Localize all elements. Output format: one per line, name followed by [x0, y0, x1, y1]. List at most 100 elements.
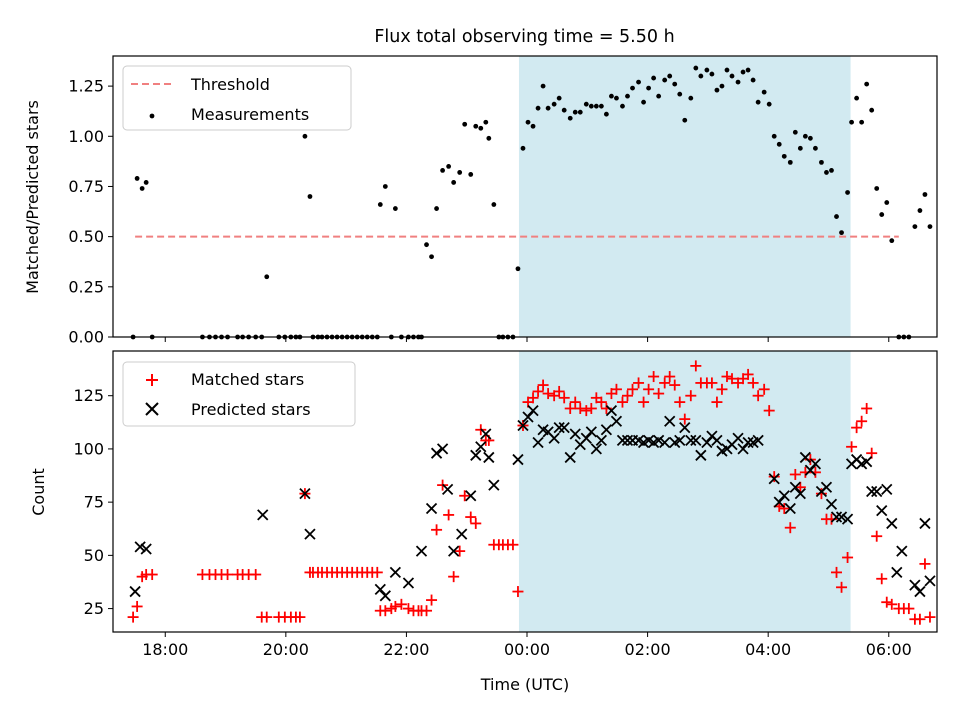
matched-star-point: [261, 611, 273, 623]
predicted-star-point: [924, 575, 936, 587]
measurement-point: [824, 170, 829, 175]
matched-star-point: [426, 594, 438, 606]
measurement-point: [859, 119, 865, 125]
matched-star-point: [621, 390, 633, 402]
matched-star-point: [690, 360, 702, 372]
y-tick-label: 75: [84, 493, 104, 512]
measurement-point: [829, 168, 834, 173]
measurement-point: [520, 145, 526, 151]
predicted-star-point: [595, 434, 608, 447]
matched-star-point: [815, 488, 827, 500]
predicted-star-point: [425, 502, 438, 515]
measurement-point: [614, 95, 619, 101]
measurement-point: [567, 115, 573, 121]
predicted-star-point: [304, 528, 316, 540]
measurement-point: [714, 87, 720, 93]
predicted-star-point: [695, 449, 707, 461]
measurement-point: [771, 133, 777, 139]
measurement-point: [845, 190, 850, 195]
measurement-point: [577, 109, 583, 115]
measurement-point: [834, 214, 839, 219]
measurement-point: [440, 168, 445, 173]
measurement-point: [646, 85, 651, 91]
measurement-point: [143, 180, 149, 185]
matched-star-point: [653, 388, 665, 400]
predicted-star-point: [569, 428, 581, 440]
predicted-star-point: [871, 485, 883, 498]
measurement-point: [761, 89, 767, 95]
measurement-point: [515, 266, 521, 272]
measurement-point: [740, 69, 746, 75]
predicted-star-point: [129, 585, 141, 598]
matched-star-point: [669, 379, 681, 391]
matched-star-point: [443, 509, 455, 521]
y-tick-label: 50: [84, 546, 104, 565]
predicted-star-point: [517, 419, 529, 432]
predicted-star-point: [679, 421, 691, 434]
matched-star-point: [861, 402, 873, 414]
matched-star-point: [784, 522, 796, 534]
measurement-point: [636, 79, 641, 85]
measurement-point: [656, 93, 662, 99]
matched-star-point: [659, 377, 671, 389]
measurement-point: [651, 75, 657, 81]
predicted-star-point: [914, 585, 926, 598]
predicted-star-point: [527, 404, 539, 417]
measurement-point: [927, 224, 933, 230]
measurement-point: [462, 121, 468, 127]
legend-measurements-swatch: [149, 113, 155, 119]
matched-star-point: [846, 441, 858, 453]
predicted-star-point: [886, 517, 898, 530]
predicted-star-point: [257, 509, 269, 521]
measurement-point: [807, 135, 813, 141]
matched-star-point: [726, 373, 738, 385]
matched-star-point: [553, 385, 565, 397]
measurement-point: [662, 77, 668, 83]
measurement-point: [556, 95, 562, 101]
measurement-point: [525, 119, 531, 125]
y-tick-label: 125: [73, 386, 104, 405]
matched-star-point: [574, 402, 586, 414]
predicted-star-point: [512, 453, 524, 466]
measurement-point: [698, 73, 704, 79]
predicted-star-point: [448, 545, 460, 557]
predicted-star-point: [548, 432, 560, 444]
predicted-star-point: [768, 473, 780, 485]
matched-star-point: [831, 566, 843, 578]
measurement-point: [382, 184, 388, 189]
count-legend: Matched stars Predicted stars: [122, 361, 356, 427]
matched-star-point: [616, 396, 628, 408]
predicted-star-point: [685, 434, 697, 447]
matched-star-point: [507, 539, 519, 551]
predicted-star-point: [585, 426, 597, 438]
predicted-star-point: [794, 487, 806, 500]
matched-star-point: [924, 611, 936, 623]
predicted-star-point: [799, 451, 811, 464]
measurement-point: [864, 81, 870, 87]
measurement-point: [781, 153, 787, 159]
matched-star-point: [794, 481, 806, 493]
ratio-panel: 0.00 0.25 0.50 0.75 1.00 1.25 Matched/Predict…: [23, 55, 938, 347]
measurement-point: [755, 99, 761, 105]
measurement-point: [688, 95, 694, 101]
measurement-point: [787, 159, 793, 165]
matched-star-point: [903, 603, 915, 615]
matched-star-point: [379, 605, 391, 617]
matched-star-point: [389, 600, 401, 612]
predicted-star-point: [919, 517, 931, 530]
measurement-point: [839, 230, 844, 236]
measurement-point: [530, 123, 536, 129]
predicted-stars-points: [129, 404, 936, 602]
matched-star-point: [789, 468, 801, 480]
measurement-point: [802, 133, 808, 139]
predicted-star-point: [600, 424, 613, 436]
measurement-point: [922, 192, 928, 197]
matched-star-point: [711, 396, 723, 408]
predicted-star-point: [605, 404, 618, 417]
observing-window-shade-bottom: [518, 351, 851, 632]
predicted-star-point: [590, 443, 602, 455]
x-tick-label: 18:00: [142, 640, 188, 659]
predicted-star-point: [701, 436, 713, 449]
matched-star-point: [402, 603, 414, 615]
matched-star-point: [685, 390, 697, 402]
